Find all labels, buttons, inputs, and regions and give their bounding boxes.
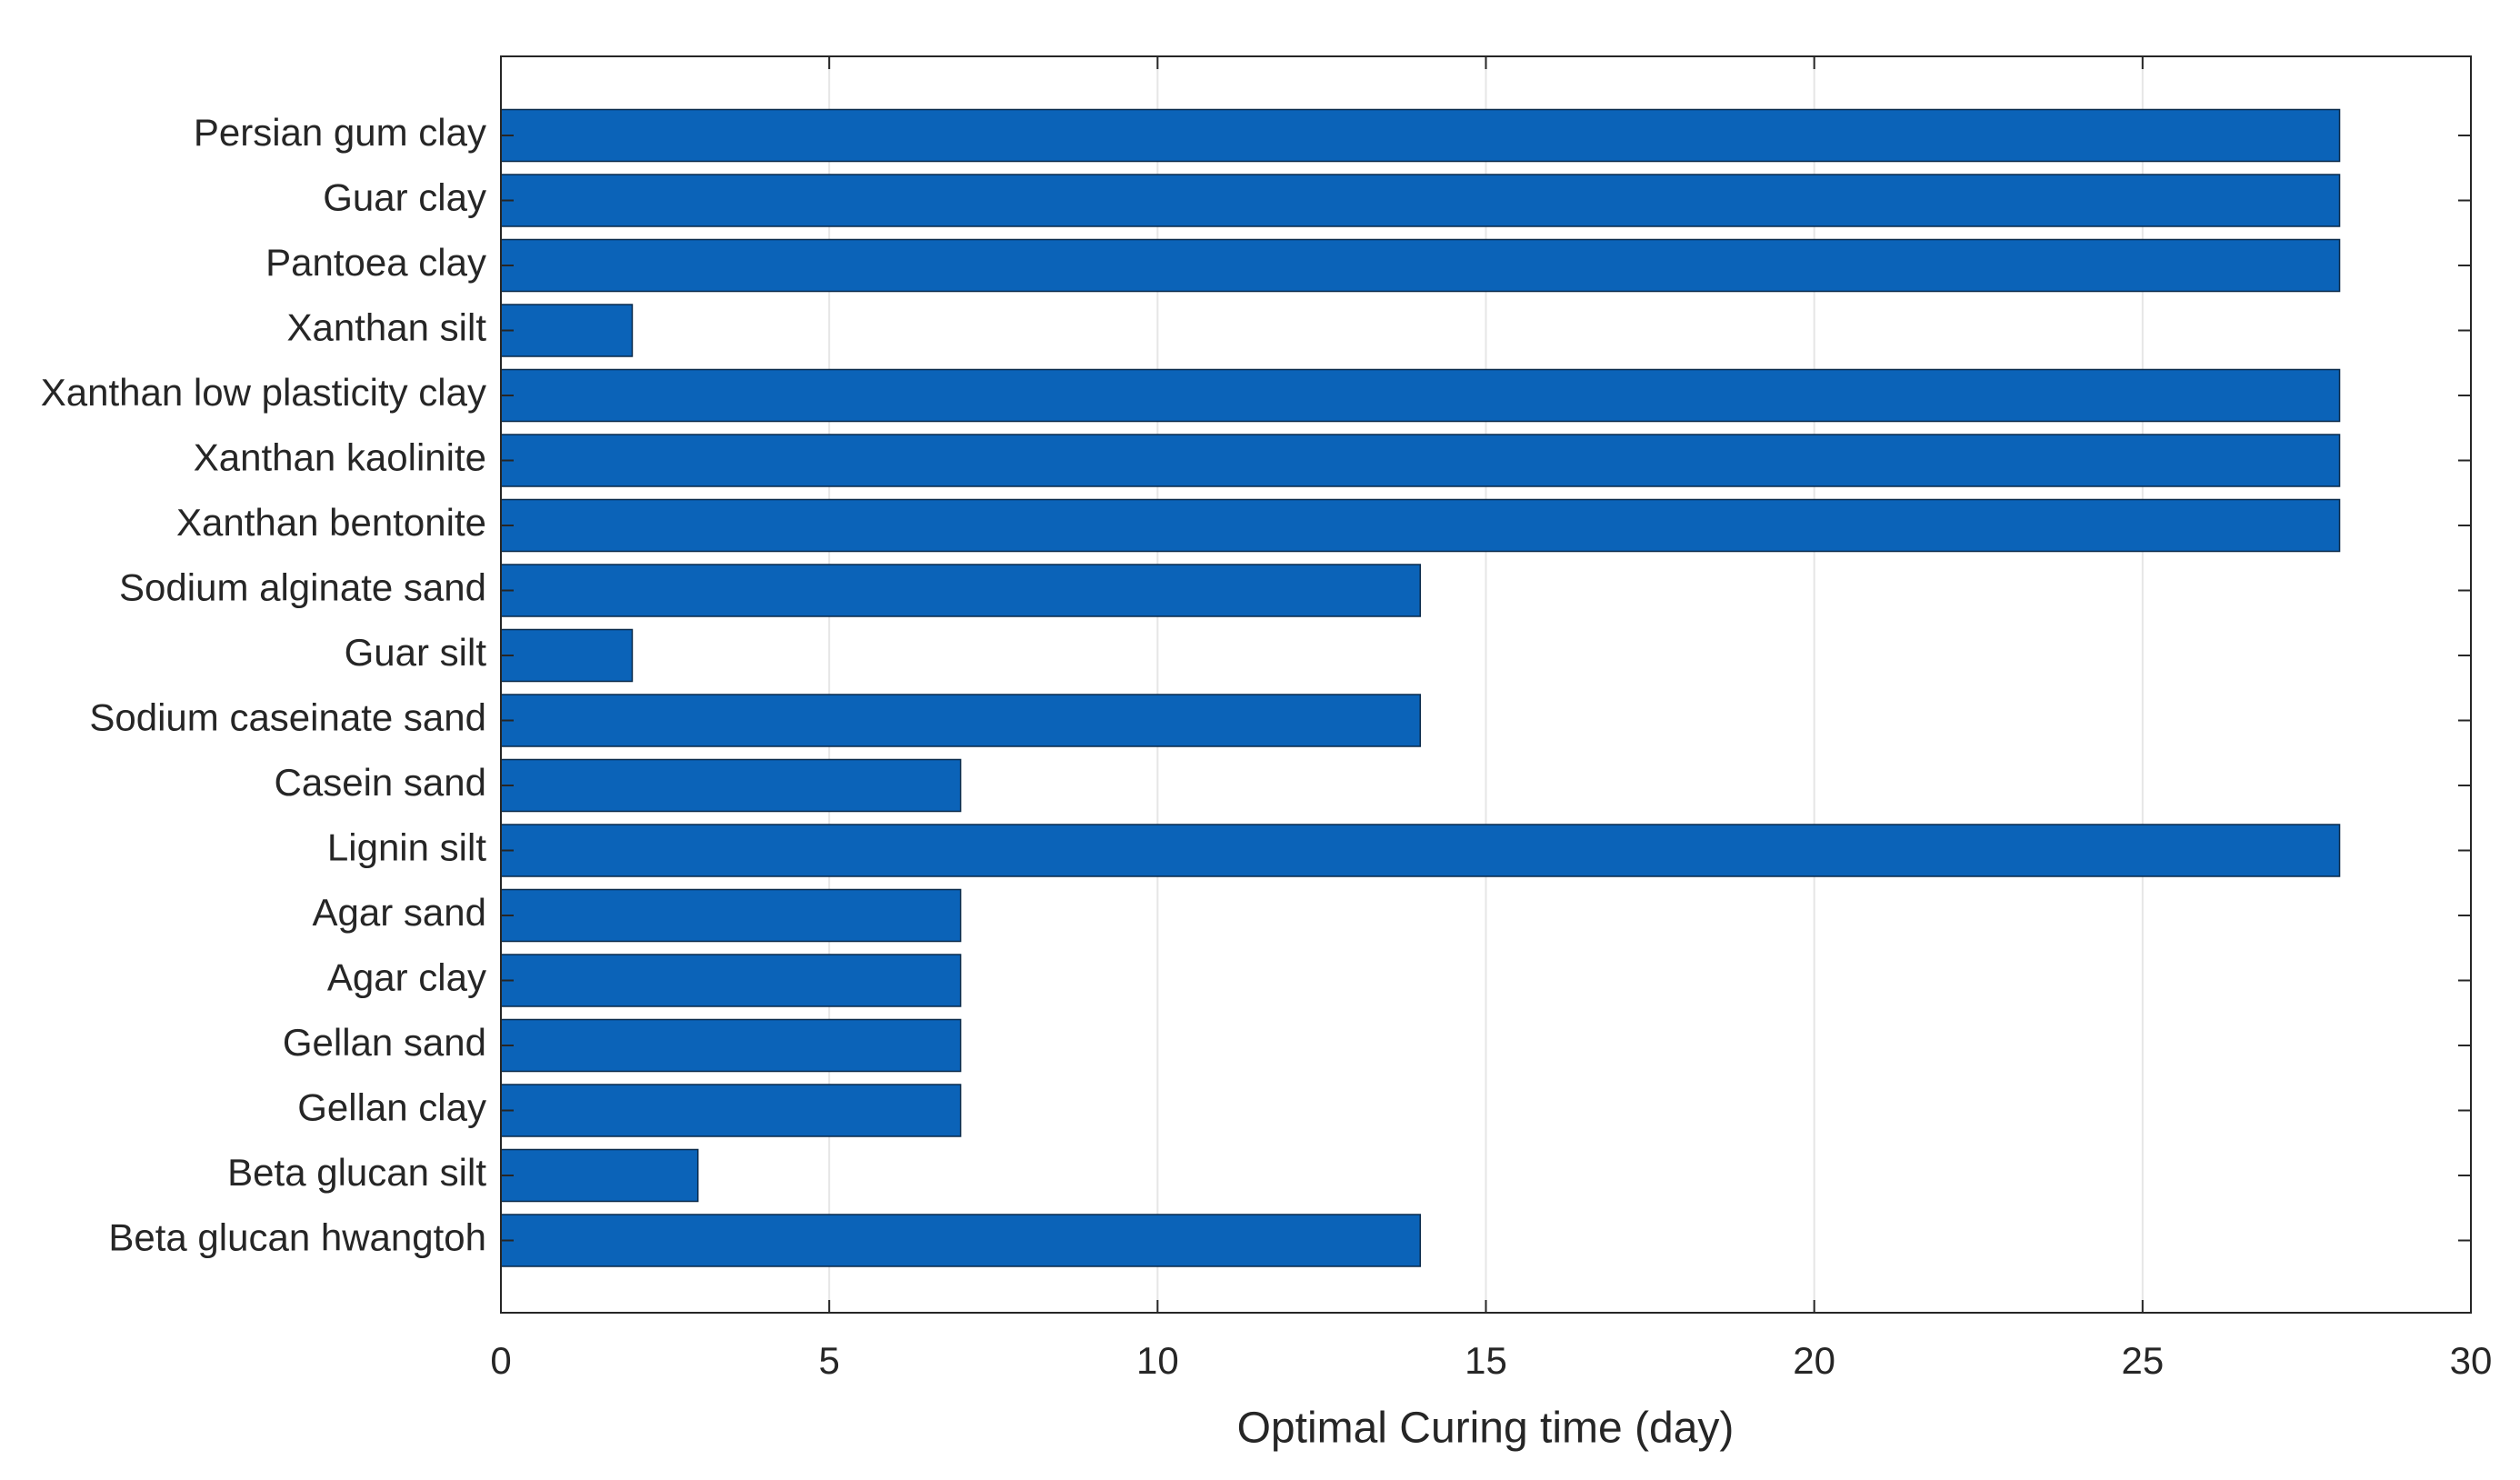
y-tick-label: Xanthan kaolinite xyxy=(194,436,486,479)
bar xyxy=(500,1084,962,1137)
x-axis-label: Optimal Curing time (day) xyxy=(1237,1405,1735,1453)
y-tick-label: Beta glucan hwangtoh xyxy=(108,1216,486,1259)
y-tick-label: Agar clay xyxy=(327,956,486,999)
y-tick-label: Gellan sand xyxy=(283,1021,486,1064)
bar xyxy=(500,304,634,357)
y-tick-label: Sodium alginate sand xyxy=(119,566,486,609)
bar xyxy=(500,758,962,813)
y-tick-label: Sodium caseinate sand xyxy=(89,696,486,739)
y-tick-label: Guar clay xyxy=(323,176,486,219)
bar xyxy=(500,1148,699,1203)
y-tick-label: Guar silt xyxy=(345,631,487,674)
bar xyxy=(500,1214,1422,1267)
bar xyxy=(500,824,2341,877)
x-tick-label: 15 xyxy=(1465,1339,1507,1382)
y-tick-label: Gellan clay xyxy=(297,1086,486,1129)
bar xyxy=(500,694,1422,747)
x-tick-label: 0 xyxy=(490,1339,511,1382)
y-tick-label: Lignin silt xyxy=(327,826,486,869)
bar xyxy=(500,238,2341,293)
y-tick-label: Casein sand xyxy=(275,761,486,804)
bar xyxy=(500,498,2341,553)
bar xyxy=(500,564,1422,617)
y-tick-label: Xanthan low plasticity clay xyxy=(41,371,486,414)
y-tick-label: Xanthan silt xyxy=(287,306,487,349)
x-tick-label: 30 xyxy=(2450,1339,2493,1382)
y-tick-label: Agar sand xyxy=(313,891,486,934)
bar xyxy=(500,108,2341,163)
bar xyxy=(500,954,962,1007)
bar xyxy=(500,434,2341,487)
bar xyxy=(500,1018,962,1073)
bar xyxy=(500,174,2341,227)
y-tick-label: Beta glucan silt xyxy=(227,1151,486,1194)
plot-frame xyxy=(500,55,2472,1314)
x-tick-label: 25 xyxy=(2121,1339,2164,1382)
y-tick-label: Xanthan bentonite xyxy=(176,501,486,544)
bar xyxy=(500,628,634,683)
x-tick-label: 20 xyxy=(1793,1339,1835,1382)
y-tick-label: Pantoea clay xyxy=(265,241,486,284)
x-tick-label: 10 xyxy=(1136,1339,1179,1382)
x-tick-label: 5 xyxy=(818,1339,839,1382)
bar xyxy=(500,368,2341,423)
y-tick-label: Persian gum clay xyxy=(194,111,486,154)
bar xyxy=(500,888,962,943)
